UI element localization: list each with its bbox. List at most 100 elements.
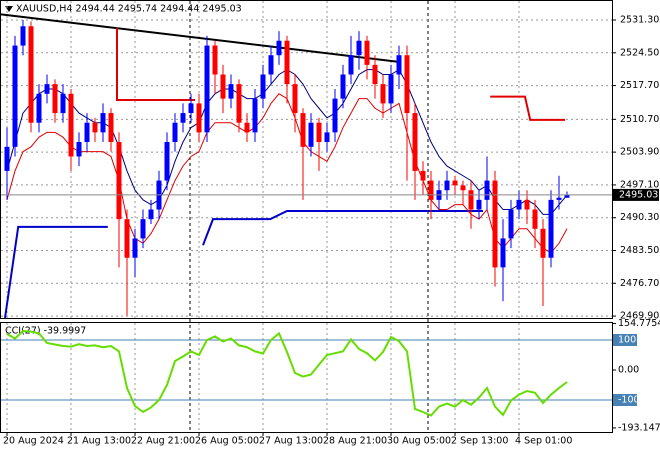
candle-body xyxy=(356,40,362,56)
candle-body xyxy=(564,194,570,198)
candle-body xyxy=(52,84,58,114)
candle-body xyxy=(36,93,42,123)
trend-line xyxy=(4,225,108,319)
level-label-box xyxy=(613,333,637,346)
trend-line xyxy=(490,95,565,121)
y-tick-label: 0.00 xyxy=(618,364,639,375)
candle-body xyxy=(388,74,394,104)
y-tick-label: 2531.30 xyxy=(620,15,659,26)
candle-body xyxy=(20,26,26,46)
candle-body xyxy=(188,103,194,114)
candle-body xyxy=(252,98,258,133)
candle-body xyxy=(300,113,306,147)
candle-body xyxy=(284,40,290,85)
candle-body xyxy=(292,84,298,114)
candle-body xyxy=(132,238,138,258)
trend-line xyxy=(202,209,483,246)
x-tick-label: 26 Aug 05:00 xyxy=(195,436,259,447)
candle-body xyxy=(84,122,90,143)
x-tick-label: 27 Aug 13:00 xyxy=(259,436,323,447)
candle-body xyxy=(500,238,506,268)
candle-body xyxy=(204,45,210,133)
y-tick-label: 2517.70 xyxy=(620,80,659,91)
candle-body xyxy=(348,55,354,75)
x-tick-label: 30 Aug 05:00 xyxy=(387,436,451,447)
y-tick-label: 2476.70 xyxy=(620,278,659,289)
candle-body xyxy=(428,180,434,200)
x-tick-label: 2 Sep 13:00 xyxy=(451,436,508,447)
last-price-box xyxy=(613,188,659,201)
candle-body xyxy=(100,113,106,133)
candle-body xyxy=(164,142,170,181)
y-tick-label: -100 xyxy=(618,394,640,405)
candle-body xyxy=(452,180,458,186)
candle-body xyxy=(468,190,474,210)
y-tick-label: 100 xyxy=(618,334,636,345)
candle-body xyxy=(364,40,370,65)
candle-body xyxy=(444,180,450,191)
candle-body xyxy=(556,197,562,200)
candle-body xyxy=(12,45,18,147)
menu-triangle xyxy=(5,6,13,12)
x-tick-label: 4 Sep 01:00 xyxy=(515,436,572,447)
candle-body xyxy=(396,55,402,75)
candle-body xyxy=(460,185,466,191)
y-tick-label: 2510.70 xyxy=(620,114,659,125)
candle-body xyxy=(180,113,186,123)
last-price-label: 2495.03 xyxy=(619,189,658,200)
y-tick-label: 2497.10 xyxy=(620,179,659,190)
candle-body xyxy=(116,142,122,220)
candle-body xyxy=(316,122,322,143)
candle-body xyxy=(276,40,282,56)
candle-body xyxy=(124,219,130,258)
y-tick-label: 154.7754 xyxy=(618,318,660,329)
x-tick-label: 28 Aug 21:00 xyxy=(323,436,387,447)
candle-body xyxy=(228,84,234,99)
x-tick-label: 20 Aug 2024 xyxy=(3,436,64,447)
candle-body xyxy=(372,64,378,85)
y-tick-label: -193.1476 xyxy=(618,422,660,433)
candle-body xyxy=(196,103,202,133)
x-tick-label: 21 Aug 13:00 xyxy=(67,436,131,447)
y-tick-label: 2483.50 xyxy=(620,245,659,256)
candle-body xyxy=(516,199,522,210)
candle-body xyxy=(268,55,274,75)
y-tick-label: 2490.30 xyxy=(620,212,659,223)
candle-body xyxy=(4,146,10,171)
cci-line xyxy=(6,329,568,417)
candle-body xyxy=(140,219,146,239)
candle-body xyxy=(148,209,154,220)
candle-body xyxy=(76,142,82,157)
cci-frame xyxy=(0,322,613,433)
trend-line xyxy=(116,27,195,102)
candle-body xyxy=(212,45,218,75)
candle-body xyxy=(476,199,482,210)
candle-body xyxy=(60,93,66,114)
candle-body xyxy=(548,199,554,258)
candle-body xyxy=(244,122,250,133)
y-tick-label: 2524.50 xyxy=(620,47,659,58)
candle-body xyxy=(484,180,490,200)
candle-body xyxy=(260,74,266,99)
candle-body xyxy=(172,122,178,143)
candle-body xyxy=(508,209,514,239)
candle-body xyxy=(532,209,538,229)
candle-body xyxy=(540,228,546,258)
candle-body xyxy=(44,84,50,94)
trend-line xyxy=(0,13,400,63)
candle-body xyxy=(380,84,386,104)
candle-body xyxy=(28,26,34,123)
candle-body xyxy=(308,122,314,147)
indicator-title: CCI(27) -39.9997 xyxy=(5,326,86,337)
candle-body xyxy=(524,199,530,210)
chart-title: XAUUSD,H4 2494.44 2495.74 2494.44 2495.0… xyxy=(16,4,242,15)
candle-body xyxy=(92,122,98,133)
candle-body xyxy=(404,55,410,114)
level-label-box xyxy=(613,393,637,406)
y-tick-label: 2503.90 xyxy=(620,147,659,158)
candle-body xyxy=(68,93,74,157)
y-tick-label: 2469.90 xyxy=(620,311,659,322)
candle-body xyxy=(492,180,498,268)
x-tick-label: 22 Aug 21:00 xyxy=(131,436,195,447)
